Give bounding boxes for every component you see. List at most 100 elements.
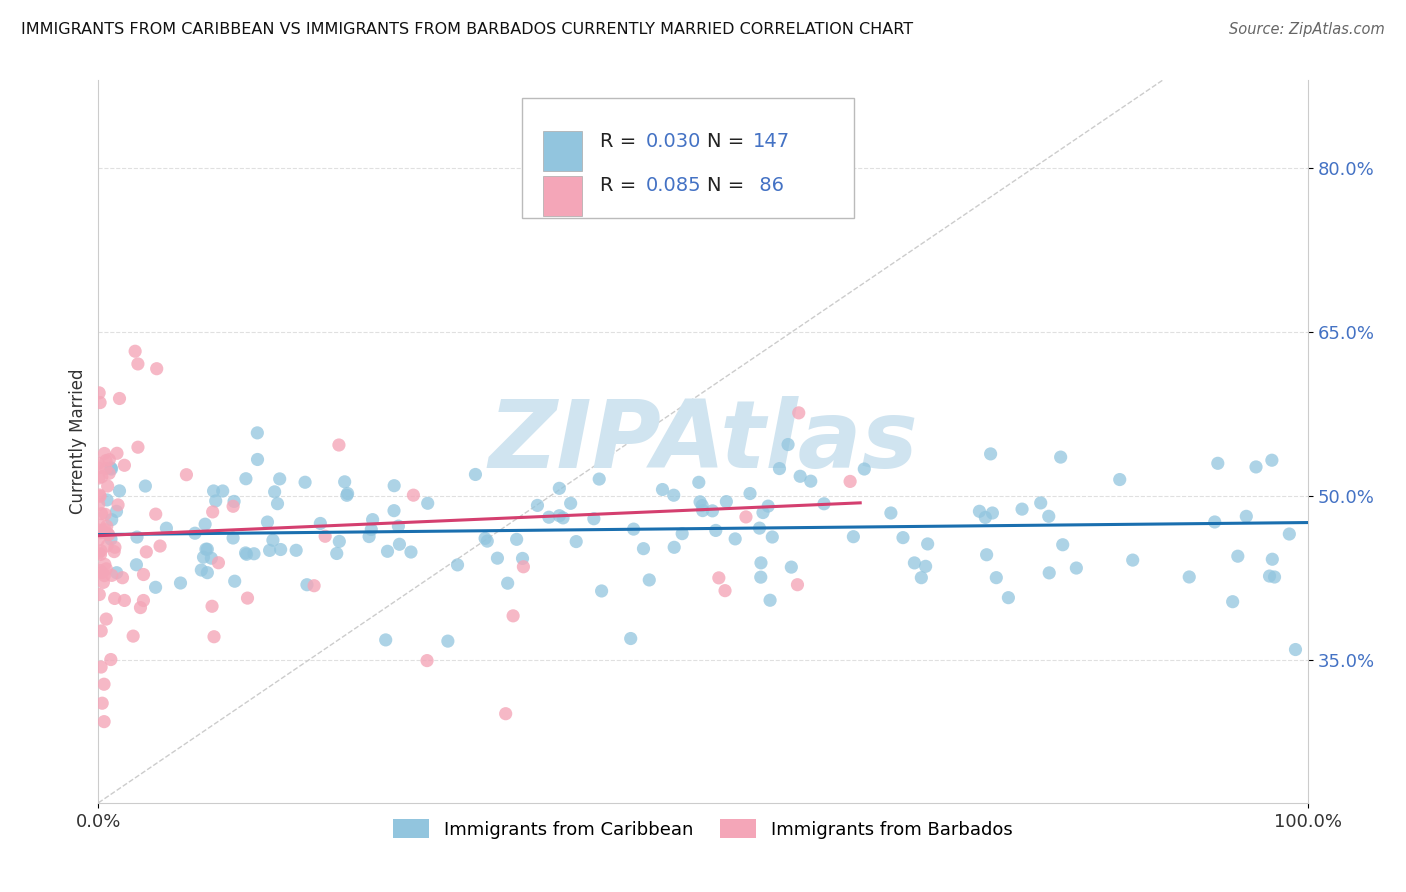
Point (1206, 456, 1229, 470)
Point (789, 469, 811, 483)
Point (692, 503, 714, 517)
Point (1234, 509, 1257, 524)
Point (724, 532, 747, 546)
Point (87, 523, 110, 537)
Point (707, 571, 730, 585)
Point (359, 530, 381, 544)
Point (87, 546, 110, 560)
Point (548, 508, 571, 523)
Point (132, 593, 155, 607)
Point (1222, 595, 1244, 609)
Point (127, 440, 149, 454)
Point (914, 559, 936, 574)
Point (89, 489, 111, 503)
Point (1038, 509, 1060, 524)
Point (149, 539, 172, 553)
Point (108, 392, 131, 406)
Point (87, 456, 110, 470)
Point (97, 527, 120, 541)
Point (1226, 549, 1249, 564)
Point (93, 568, 115, 582)
Point (87, 461, 110, 475)
Point (145, 507, 167, 521)
Point (89, 588, 111, 602)
Point (93, 575, 115, 590)
Point (402, 488, 425, 502)
Point (651, 483, 673, 497)
Point (134, 479, 156, 493)
Point (853, 462, 876, 476)
Point (623, 522, 645, 536)
Point (194, 517, 217, 532)
Point (93, 677, 115, 691)
Point (910, 571, 932, 585)
Point (1029, 496, 1052, 510)
Point (93, 446, 115, 460)
Point (246, 452, 269, 467)
Point (716, 494, 738, 508)
Point (87, 533, 110, 547)
Point (90, 624, 112, 638)
Point (90, 507, 112, 521)
Point (111, 571, 134, 585)
Point (94, 508, 117, 522)
Point (200, 551, 222, 566)
Point (104, 541, 127, 555)
Point (96, 492, 118, 507)
Point (780, 560, 803, 574)
Point (195, 566, 218, 580)
Point (235, 547, 257, 561)
Point (591, 584, 613, 599)
Point (903, 556, 925, 570)
Point (1122, 553, 1144, 567)
Point (620, 632, 643, 646)
Point (474, 532, 496, 546)
Point (96, 612, 118, 626)
Point (333, 475, 356, 489)
Point (437, 634, 460, 648)
Point (100, 461, 122, 475)
Point (690, 499, 713, 513)
Point (294, 475, 316, 490)
Point (101, 568, 124, 582)
Point (1278, 527, 1301, 541)
Point (93, 714, 115, 729)
Point (387, 519, 409, 533)
Point (761, 530, 783, 544)
Point (1258, 569, 1281, 583)
Point (551, 511, 574, 525)
Point (98, 452, 121, 467)
Point (1263, 570, 1285, 584)
Point (1204, 515, 1226, 529)
Point (464, 467, 486, 482)
Point (222, 500, 245, 514)
Point (104, 591, 127, 606)
Point (891, 531, 914, 545)
Point (211, 483, 233, 498)
Point (125, 530, 148, 544)
Point (565, 534, 588, 549)
Point (236, 591, 259, 606)
Point (100, 652, 122, 666)
Point (548, 481, 571, 495)
Point (416, 654, 439, 668)
Point (702, 504, 724, 518)
Point (813, 497, 835, 511)
Point (94, 453, 117, 467)
Point (91, 696, 114, 710)
Text: 147: 147 (752, 132, 790, 151)
Point (688, 475, 710, 490)
Point (328, 534, 350, 549)
Point (246, 425, 269, 440)
Point (997, 591, 1019, 605)
Point (90, 660, 112, 674)
Point (588, 472, 610, 486)
Point (787, 406, 810, 420)
Point (129, 600, 152, 615)
Point (96, 562, 118, 576)
Point (735, 510, 758, 524)
Point (169, 576, 191, 591)
Point (195, 542, 218, 557)
Point (94, 461, 117, 475)
Point (263, 484, 285, 499)
